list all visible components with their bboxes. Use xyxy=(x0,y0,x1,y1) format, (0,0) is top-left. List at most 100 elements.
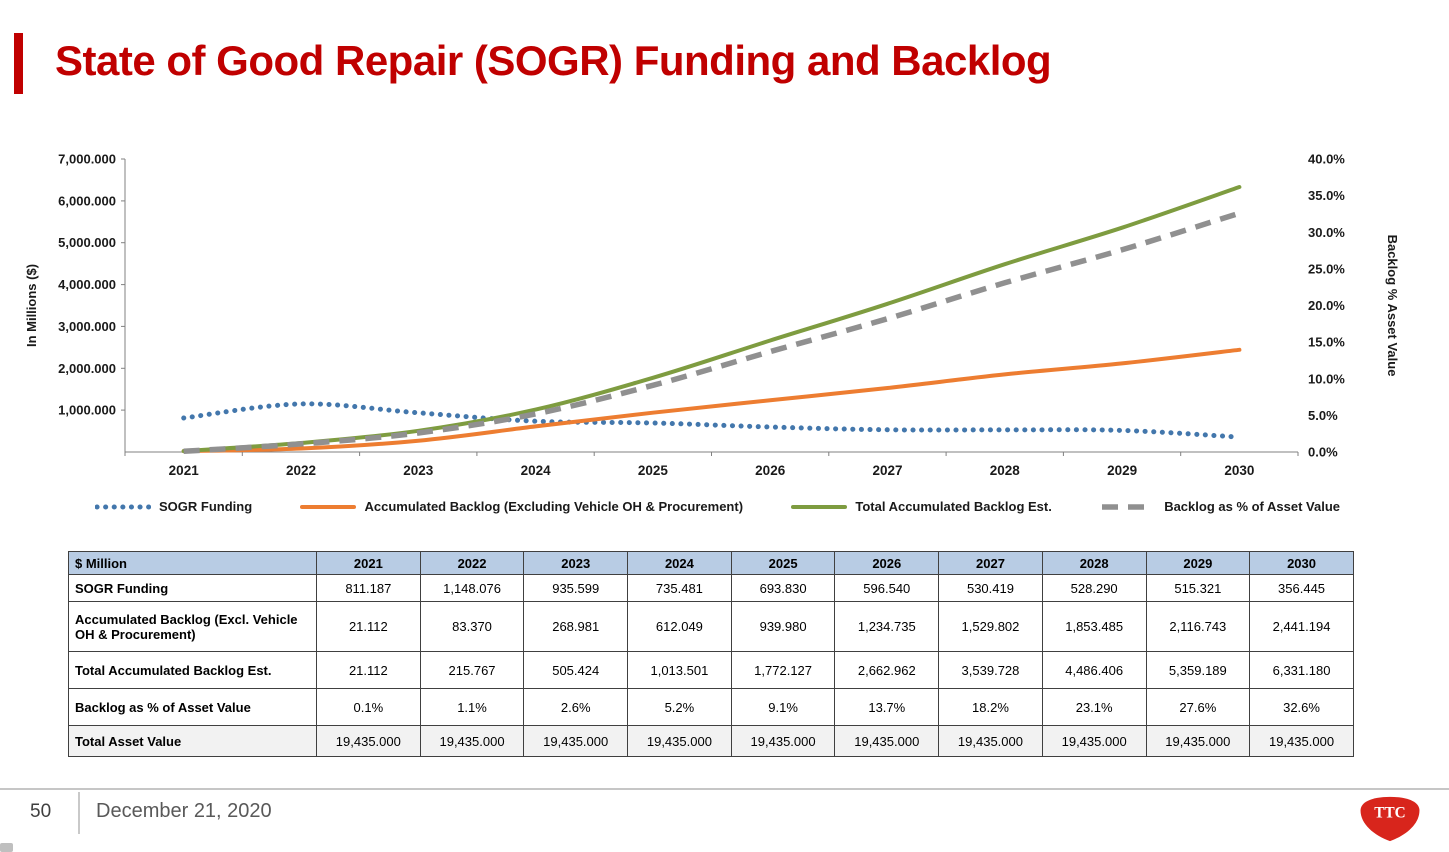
header-cell-year: 2025 xyxy=(730,551,836,575)
chart-line-sogr-funding xyxy=(181,401,1242,440)
table-cell: 4,486.406 xyxy=(1041,651,1147,689)
x-axis-category-label: 2021 xyxy=(169,463,200,478)
row-label: Accumulated Backlog (Excl. Vehicle OH & … xyxy=(68,601,317,652)
right-axis-title: Backlog % Asset Value xyxy=(1385,235,1400,377)
table-cell: 939.980 xyxy=(730,601,836,652)
table-cell: 6,331.180 xyxy=(1249,651,1354,689)
table-cell: 5.2% xyxy=(627,688,732,726)
table-cell: 19,435.000 xyxy=(316,725,421,757)
table-cell: 596.540 xyxy=(834,574,940,602)
data-table: $ Million 2021 2022 2023 2024 2025 2026 2027 202… xyxy=(68,551,1354,757)
chart-line-backlog-pct-asset-value xyxy=(183,210,1241,455)
table-cell: 83.370 xyxy=(419,601,525,652)
table-cell: 19,435.000 xyxy=(419,725,525,757)
table-cell: 18.2% xyxy=(938,688,1043,726)
table-cell: 811.187 xyxy=(316,574,421,602)
x-axis-category-label: 2029 xyxy=(1107,463,1137,478)
row-label: Backlog as % of Asset Value xyxy=(68,688,317,726)
legend-item-total-accumulated-backlog: Total Accumulated Backlog Est. xyxy=(791,499,1052,514)
table-cell: 1,529.802 xyxy=(938,601,1043,652)
table-header-row: $ Million 2021 2022 2023 2024 2025 2026 2027 202… xyxy=(68,551,1354,575)
left-axis-tick-label: 5,000.000 xyxy=(58,235,116,250)
chart: 1,000.000 2,000.000 3,000.000 4,000.000 5,00… xyxy=(20,145,1425,490)
header-cell-year: 2029 xyxy=(1145,551,1251,575)
table-row: Total Asset Value 19,435.000 19,435.000 19,… xyxy=(68,725,1354,757)
header-cell-year: 2024 xyxy=(627,551,732,575)
table-cell: 1,148.076 xyxy=(419,574,525,602)
page-number: 50 xyxy=(30,801,52,822)
footer-date: December 21, 2020 xyxy=(96,800,272,822)
x-axis-category-label: 2022 xyxy=(286,463,316,478)
corner-artifact xyxy=(0,843,13,852)
right-axis-tick-label: 35.0% xyxy=(1308,188,1345,203)
legend-sample-solid-line xyxy=(300,504,357,509)
legend-label: Backlog as % of Asset Value xyxy=(1164,499,1340,514)
table-cell: 0.1% xyxy=(316,688,421,726)
left-axis-tick-label: 1,000.000 xyxy=(58,403,116,418)
page-title: State of Good Repair (SOGR) Funding and … xyxy=(55,37,1052,84)
data-table-wrap: $ Million 2021 2022 2023 2024 2025 2026 2027 202… xyxy=(68,551,1354,757)
right-axis-tick-label: 15.0% xyxy=(1308,335,1345,350)
right-axis-tick-label: 0.0% xyxy=(1308,445,1338,460)
header-cell-year: 2027 xyxy=(938,551,1043,575)
table-cell: 19,435.000 xyxy=(1041,725,1147,757)
right-axis-tick-label: 25.0% xyxy=(1308,261,1345,276)
table-cell: 505.424 xyxy=(523,651,629,689)
header-cell-year: 2030 xyxy=(1249,551,1354,575)
chart-canvas: 1,000.000 2,000.000 3,000.000 4,000.000 5,00… xyxy=(24,152,1400,479)
row-label: Total Asset Value xyxy=(68,725,317,757)
table-cell: 215.767 xyxy=(419,651,525,689)
left-axis-tick-label: 6,000.000 xyxy=(58,193,116,208)
table-cell: 735.481 xyxy=(627,574,732,602)
table-cell: 1,853.485 xyxy=(1041,601,1147,652)
table-cell: 268.981 xyxy=(523,601,629,652)
footer-divider xyxy=(78,792,80,834)
table-cell: 2.6% xyxy=(523,688,629,726)
right-axis-tick-label: 30.0% xyxy=(1308,225,1345,240)
ttc-logo: TTC xyxy=(1360,796,1420,842)
table-row: SOGR Funding 811.187 1,148.076 935.599 735.4… xyxy=(68,574,1354,602)
table-cell: 19,435.000 xyxy=(627,725,732,757)
x-axis-category-label: 2030 xyxy=(1224,463,1254,478)
left-axis-tick-label: 2,000.000 xyxy=(58,361,116,376)
table-cell: 530.419 xyxy=(938,574,1043,602)
table-cell: 2,441.194 xyxy=(1249,601,1354,652)
row-label: Total Accumulated Backlog Est. xyxy=(68,651,317,689)
table-cell: 1,772.127 xyxy=(730,651,836,689)
left-axis-tick-label: 3,000.000 xyxy=(58,319,116,334)
table-row: Backlog as % of Asset Value 0.1% 1.1% 2.6% 5… xyxy=(68,688,1354,726)
table-cell: 356.445 xyxy=(1249,574,1354,602)
x-axis-category-label: 2024 xyxy=(521,463,552,478)
legend-label: SOGR Funding xyxy=(159,499,253,514)
footer-rule xyxy=(0,788,1449,790)
left-axis-title: In Millions ($) xyxy=(24,264,39,347)
table-cell: 1,234.735 xyxy=(834,601,940,652)
header-cell-year: 2022 xyxy=(419,551,525,575)
x-axis-category-label: 2028 xyxy=(990,463,1021,478)
table-cell: 1.1% xyxy=(419,688,525,726)
right-axis-tick-label: 20.0% xyxy=(1308,298,1345,313)
table-cell: 13.7% xyxy=(834,688,940,726)
right-axis-tick-label: 40.0% xyxy=(1308,152,1345,167)
header-cell-year: 2026 xyxy=(834,551,940,575)
table-cell: 5,359.189 xyxy=(1145,651,1251,689)
table-row: Total Accumulated Backlog Est. 21.112 215.… xyxy=(68,651,1354,689)
left-axis-tick-label: 7,000.000 xyxy=(58,152,116,167)
table-cell: 515.321 xyxy=(1145,574,1251,602)
legend-sample-solid-line xyxy=(791,504,848,509)
row-label: SOGR Funding xyxy=(68,574,317,602)
table-cell: 27.6% xyxy=(1145,688,1251,726)
legend-label: Total Accumulated Backlog Est. xyxy=(855,499,1052,514)
header-cell-label: $ Million xyxy=(68,551,317,575)
x-axis-category-label: 2025 xyxy=(638,463,669,478)
table-cell: 2,116.743 xyxy=(1145,601,1251,652)
table-cell: 19,435.000 xyxy=(1249,725,1354,757)
table-cell: 612.049 xyxy=(627,601,732,652)
right-axis-tick-label: 5.0% xyxy=(1308,408,1338,423)
header-cell-year: 2028 xyxy=(1041,551,1147,575)
x-axis-category-label: 2026 xyxy=(755,463,786,478)
table-cell: 693.830 xyxy=(730,574,836,602)
table-cell: 21.112 xyxy=(316,651,421,689)
table-cell: 19,435.000 xyxy=(730,725,836,757)
